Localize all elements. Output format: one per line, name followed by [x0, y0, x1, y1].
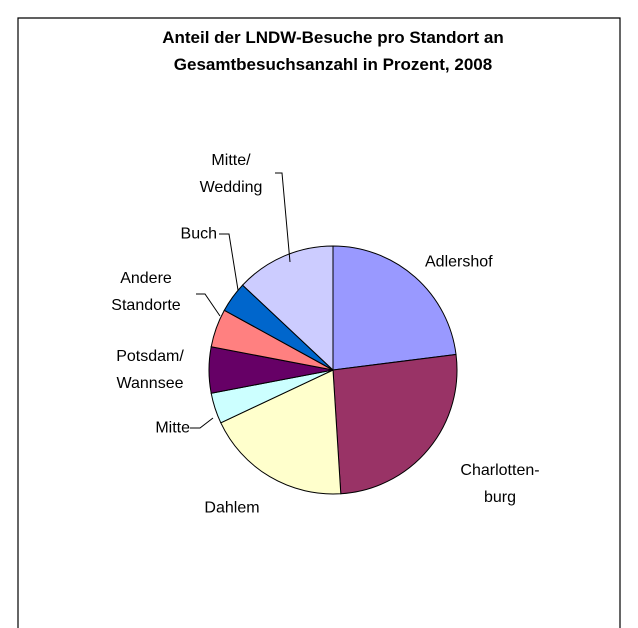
pie-slice [241, 245, 334, 372]
leader-line [190, 417, 214, 429]
leader-lines [190, 172, 291, 429]
slice-label: Mitte/ Wedding [199, 152, 263, 196]
pie-slice [332, 353, 458, 495]
frame-border [17, 17, 621, 628]
pie-slice [220, 369, 342, 495]
slice-label: Mitte [155, 419, 190, 437]
leader-line [219, 233, 239, 291]
slice-label: Buch [180, 225, 217, 243]
slices [208, 245, 458, 495]
slice-label: Dahlem [204, 499, 260, 517]
leader-line [196, 293, 221, 317]
slice-label: Potsdam/ Wannsee [116, 348, 184, 392]
pie-slice [332, 245, 457, 371]
slice-label: Charlotten- burg [460, 462, 540, 506]
chart-title: Anteil der LNDW-Besuche pro Standort an … [162, 28, 504, 74]
slice-label: Adlershof [425, 253, 493, 271]
frame [17, 17, 621, 628]
slice-label: Andere Standorte [111, 270, 181, 314]
leader-line [275, 172, 291, 263]
